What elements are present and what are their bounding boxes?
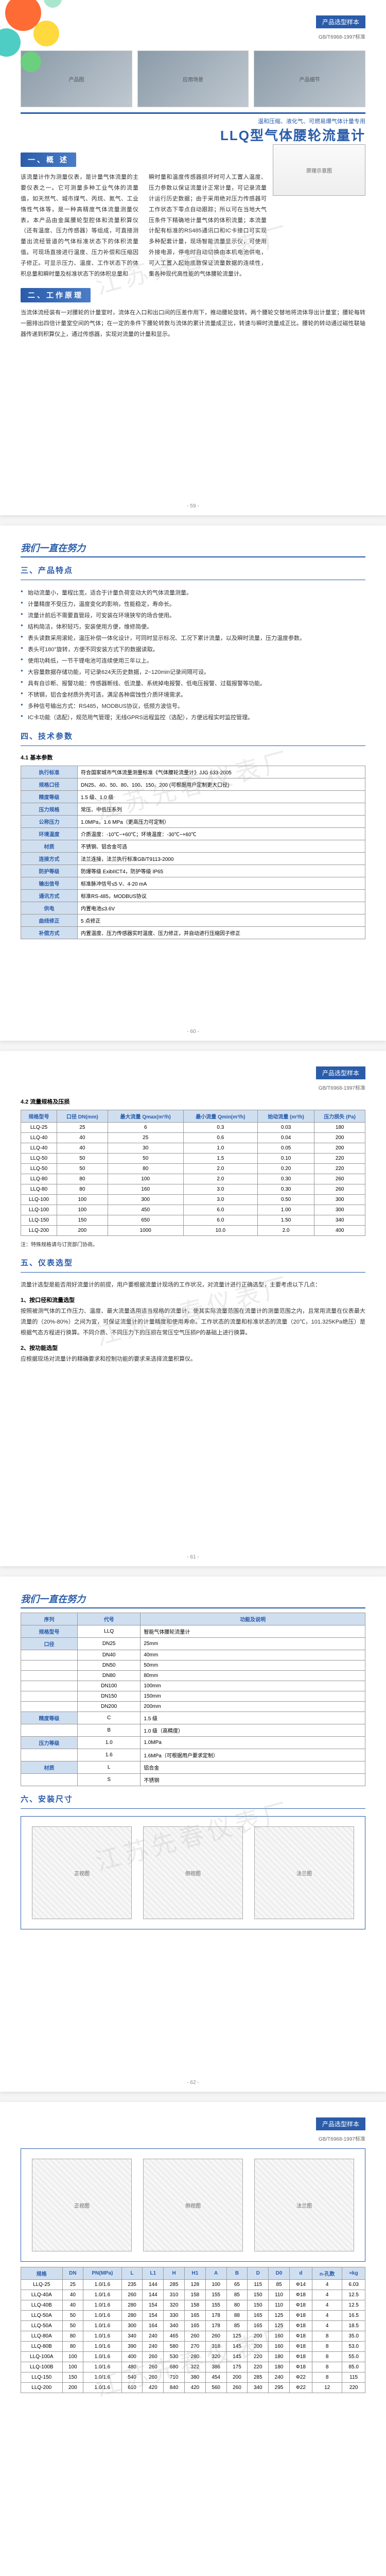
sub-basic-params: 4.1 基本参数 bbox=[21, 753, 365, 761]
diagram-front-2: 正视图 bbox=[32, 2159, 132, 2251]
sel2-h: 2、按功能选型 bbox=[21, 1344, 365, 1352]
flow-note: 注：特殊规格请与订货部门协商。 bbox=[21, 1240, 365, 1250]
header-band: 产品选型样本 bbox=[316, 2117, 365, 2130]
logo-line: 我们一直在努力 bbox=[21, 1592, 365, 1608]
page-number: - 60 - bbox=[0, 1029, 386, 1035]
hero-img-3: 产品细节 bbox=[254, 50, 365, 107]
feature-item: 具有自诊断、报警功能：传感器断线、低流量、系统掉电报警、低电压报警、过载报警等功… bbox=[21, 678, 365, 689]
flow-table: 规格型号口径 DN(mm)最大流量 Qmax(m³/h)最小流量 Qmin(m³… bbox=[21, 1110, 365, 1236]
dim-table: 规格DNPN(MPa)LL1HH1ABDD0dn-孔数≈kgLLQ-25251.… bbox=[21, 2267, 365, 2393]
feature-item: 使用功耗低，一节干锂电池可连续使用三年以上。 bbox=[21, 655, 365, 667]
page-2: 我们一直在努力 江苏先春仪表厂 三、产品特点 始动流量小，量程比宽，适合于计量负… bbox=[0, 526, 386, 1041]
overview-left: 该流量计作为测量仪表，是计量气体流量的主要仪表之一。它可测量多种工业气体的流量值… bbox=[21, 172, 138, 280]
feature-item: 结构简洁，体积轻巧，安装使用方便，维修简便。 bbox=[21, 621, 365, 633]
page-number: - 59 - bbox=[0, 503, 386, 509]
dimension-diagrams: 正视图 侧视图 法兰图 bbox=[21, 1816, 365, 1929]
page-5: 产品选型样本 GB/T6968-1997标准 江苏先春仪表厂 正视图 侧视图 法… bbox=[0, 2102, 386, 2576]
header-band: 产品选型样本 bbox=[316, 1066, 365, 1079]
sel1-b: 按照被测气体的工作压力、温度、最大流量选用适当规格的流量计，使其实际流量范围在流… bbox=[21, 1306, 365, 1338]
feature-item: 计量精度不受压力，温度变化的影响，性能稳定，寿命长。 bbox=[21, 599, 365, 610]
section-principle: 二、工作原理 bbox=[21, 288, 91, 302]
header-code: GB/T6968-1997标准 bbox=[21, 1083, 365, 1091]
decorative-circles bbox=[0, 0, 77, 77]
product-title: LLQ型气体腰轮流量计 bbox=[21, 125, 365, 144]
feature-item: 多种信号输出方式：RS485，MODBUS协议，低频方波信号。 bbox=[21, 701, 365, 712]
sel1-h: 1、按口径和流量选型 bbox=[21, 1296, 365, 1304]
model-table: 序列代号功能及说明规格型号LLQ智能气体腰轮流量计口径DN2525mmDN404… bbox=[21, 1613, 365, 1786]
logo-line: 我们一直在努力 bbox=[21, 541, 365, 557]
sub-flow-spec: 4.2 流量规格及压损 bbox=[21, 1097, 365, 1106]
feature-item: IC卡功能（选配），规范用气管理；无线GPRS远程监控（选配），方便远程实时监控… bbox=[21, 712, 365, 723]
page-1: 产品选型样本 GB/T6968-1997标准 江苏先春仪表厂 产品图 应用场景 … bbox=[0, 0, 386, 515]
feature-item: 不锈钢，铝合金材质外壳可选，满足各种腐蚀性介质环境需求。 bbox=[21, 689, 365, 701]
page-number: - 61 - bbox=[0, 1554, 386, 1560]
sel2-b: 应根据现场对流量计的精确要求和控制功能的要求来选择流量积算仪。 bbox=[21, 1354, 365, 1365]
diagram-front: 正视图 bbox=[32, 1826, 132, 1919]
diagram-top-2: 法兰图 bbox=[254, 2159, 354, 2251]
diagram-top: 法兰图 bbox=[254, 1826, 354, 1919]
feature-item: 表头可180°旋转，方便不同安装方式下的数据读取。 bbox=[21, 644, 365, 655]
section-selection: 五、仪表选型 bbox=[21, 1257, 365, 1268]
spec-table: 执行标准符合国家城市气体流量测量标准《气体腰轮流量计》JJG 633-2005规… bbox=[21, 766, 365, 939]
overview-right: 瞬时量和温度传感器损坏时可人工置入温度、压力参数以保证流量计正常计量，可记录流量… bbox=[149, 172, 267, 280]
page-4: 我们一直在努力 江苏先春仪表厂 序列代号功能及说明规格型号LLQ智能气体腰轮流量… bbox=[0, 1577, 386, 2092]
dimension-diagrams-2: 正视图 侧视图 法兰图 bbox=[21, 2148, 365, 2262]
header-band: 产品选型样本 bbox=[316, 15, 365, 28]
hero-img-2: 应用场景 bbox=[137, 50, 249, 107]
sel-intro: 流量计选型是能否用好流量计的前提，用户要根据流量计现场的工作状况，对流量计进行正… bbox=[21, 1280, 365, 1291]
feature-item: 始动流量小，量程比宽，适合于计量负荷变动大的气体流量测量。 bbox=[21, 587, 365, 599]
feature-item: 大容量数据存储功能，可记录624天历史数据，2~120min记录间隔可设。 bbox=[21, 667, 365, 678]
section-features: 三、产品特点 bbox=[21, 565, 365, 575]
principle-text: 当流体流经装有一对腰轮的计量室时，流体在入口和出口间的压差作用下，推动腰轮旋转。… bbox=[21, 308, 365, 340]
diagram-side-2: 侧视图 bbox=[143, 2159, 243, 2251]
feature-item: 表头读数采用滚轮，温压补偿一体化设计，可同时显示标况、工况下累计流量，以及瞬时流… bbox=[21, 633, 365, 644]
inline-diagram: 原理示意图 bbox=[273, 144, 365, 196]
title-block: 温和压缩、液化气、可燃易爆气体计量专用 LLQ型气体腰轮流量计 bbox=[21, 112, 365, 144]
diagram-side: 侧视图 bbox=[143, 1826, 243, 1919]
section-overview: 一、概 述 bbox=[21, 152, 76, 167]
section-tech: 四、技术参数 bbox=[21, 731, 365, 741]
page-number: - 62 - bbox=[0, 2080, 386, 2086]
product-subtitle: 温和压缩、液化气、可燃易爆气体计量专用 bbox=[21, 117, 365, 125]
feature-item: 流量计前后不需要直管段，可安装在环境狭窄的场合使用。 bbox=[21, 610, 365, 621]
section-dimensions: 六、安装尺寸 bbox=[21, 1793, 365, 1804]
features-list: 始动流量小，量程比宽，适合于计量负荷变动大的气体流量测量。计量精度不受压力，温度… bbox=[21, 587, 365, 723]
overview-columns: 该流量计作为测量仪表，是计量气体流量的主要仪表之一。它可测量多种工业气体的流量值… bbox=[21, 172, 267, 280]
page-3: 产品选型样本 GB/T6968-1997标准 江苏先春仪表厂 4.2 流量规格及… bbox=[0, 1051, 386, 1566]
header-code: GB/T6968-1997标准 bbox=[21, 2134, 365, 2142]
